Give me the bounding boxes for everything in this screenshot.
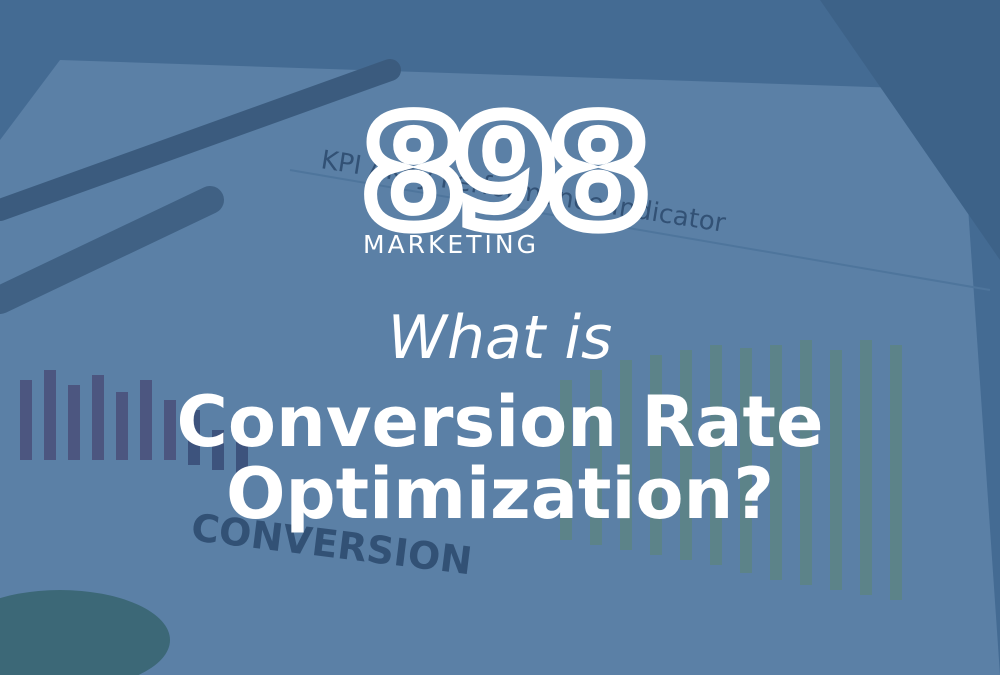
bg-bar: [620, 360, 632, 550]
bg-bar: [860, 340, 872, 595]
pencil: [0, 186, 224, 314]
bg-bar: [740, 348, 752, 573]
bg-bar: [650, 355, 662, 555]
bg-bar: [236, 440, 248, 475]
bg-bar: [770, 345, 782, 580]
bg-bar: [92, 375, 104, 460]
bg-bar: [830, 350, 842, 590]
bg-bar: [590, 370, 602, 545]
bg-bar: [800, 340, 812, 585]
bg-bar: [68, 385, 80, 460]
heading-line: Optimization?: [226, 453, 774, 535]
bg-bar: [116, 392, 128, 460]
chart-bars-right: [560, 340, 902, 600]
bg-bar: [164, 400, 176, 460]
bg-bar: [890, 345, 902, 600]
paper-rule: [289, 169, 991, 291]
bg-bar: [560, 380, 572, 540]
bg-bar: [680, 350, 692, 560]
shadow: [820, 0, 1000, 260]
bg-bar: [140, 380, 152, 460]
bg-bar: [188, 410, 200, 465]
heading-kicker: What is: [388, 303, 613, 373]
heading-line: Conversion Rate: [177, 381, 824, 463]
bg-bar: [20, 380, 32, 460]
pie-chart: [0, 590, 170, 675]
chart-bars-left: [20, 370, 248, 475]
logo-wordmark: MARKETING: [363, 230, 539, 259]
pen: [0, 59, 401, 221]
bg-bar: [710, 345, 722, 565]
bg-bar: [44, 370, 56, 460]
bg-bar: [212, 430, 224, 470]
logo-mark: 898: [361, 87, 642, 261]
